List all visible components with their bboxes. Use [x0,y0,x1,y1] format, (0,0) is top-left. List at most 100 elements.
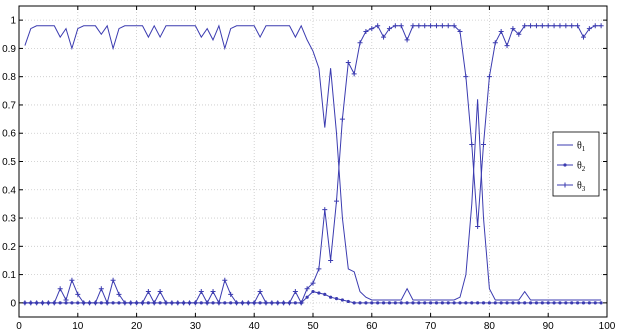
series-theta-2-point [317,291,321,295]
series-theta-2-point [487,301,491,305]
series-theta-3-point [345,60,351,66]
series-theta-3-point [422,23,428,29]
series-theta-2-point [70,301,74,305]
series-theta-2 [23,289,603,305]
series-theta-3-point [228,291,234,297]
series-theta-2-point [199,301,203,305]
series-theta-3-point [139,300,145,306]
series-theta-3-point [598,23,604,29]
series-theta-3-point [545,23,551,29]
series-theta-3-point [134,300,140,306]
series-theta-2-point [229,301,233,305]
series-theta-3 [22,23,604,306]
series-theta-3-point [239,300,245,306]
x-tick-label: 20 [131,321,143,332]
series-theta-3-point [22,300,28,306]
series-theta-3-point [563,23,569,29]
series-theta-2-point [458,301,462,305]
y-tick-label: 0 [10,298,16,309]
series-theta-3-point [316,266,322,272]
series-theta-3-point [363,28,369,34]
series-theta-3-point [216,300,222,306]
series-theta-3-point [69,277,75,283]
series-theta-2-point [528,301,533,305]
series-theta-2-point [64,301,68,305]
series-theta-2-point [334,297,339,301]
series-theta-2-point [429,301,433,305]
legend-label: θ3 [577,181,586,194]
series-theta-2-point [305,295,309,299]
series-theta-3-point [128,300,134,306]
series-theta-2-point [523,301,527,305]
series-theta-3-point [510,26,516,32]
series-theta-3-point [481,142,487,148]
series-theta-2-point [540,301,544,305]
legend-marker [563,163,567,167]
series-theta-3-point [557,23,563,29]
series-theta-3-point [298,300,304,306]
series-theta-3-point [281,300,287,306]
y-tick-label: 0.7 [2,100,16,111]
series-theta-3-point [569,23,575,29]
x-tick-label: 60 [366,321,378,332]
series-theta-3-point [45,300,51,306]
series-theta-2-point [564,301,568,305]
series-theta-3-point [398,23,404,29]
series-theta-2-point [76,301,80,305]
series-theta-3-point [392,23,398,29]
series-theta-3-point [416,23,422,29]
series-theta-2-point [399,301,403,305]
series-theta-2-point [470,301,474,305]
series-theta-3-point [116,291,122,297]
series-theta-3-point [245,300,251,306]
series-theta-3-point [310,280,316,286]
series-theta-3-point [63,297,69,303]
series-theta-3-point [328,257,334,263]
series-lines [22,23,604,306]
series-theta-3-point [410,23,416,29]
series-theta-3-point [304,286,310,292]
series-theta-3-point [275,300,281,306]
series-theta-2-point [558,301,562,305]
series-theta-3-point [439,23,445,29]
series-theta-3-point [375,23,381,29]
series-theta-2-point [481,301,486,305]
legend-item: θ3 [557,181,586,194]
x-tick-label: 30 [190,321,202,332]
series-theta-2-point [346,299,350,304]
series-theta-3-point [104,300,110,306]
y-tick-label: 1 [10,16,16,27]
series-theta-3-point [551,23,557,29]
x-tick-label: 0 [16,321,22,332]
series-theta-2-point [393,301,397,305]
series-theta-3-point [516,31,522,37]
series-theta-3-point [269,300,275,306]
series-theta-3-point [81,300,87,306]
x-tick-label: 40 [249,321,261,332]
series-theta-3-point [292,289,298,295]
grid [18,6,608,317]
series-theta-3-point [145,289,151,295]
series-theta-2-point [311,289,315,294]
series-theta-2-point [364,301,368,305]
series-theta-2-point [599,301,603,305]
series-theta-3-point [428,23,434,29]
series-theta-2-point [370,301,374,305]
legend: θ1 θ2 θ3 [552,131,600,197]
series-theta-3-point [469,142,475,148]
series-theta-2-point [258,301,262,305]
series-theta-3-point [457,28,463,34]
series-theta-3-point [198,289,204,295]
series-theta-3-point [110,277,116,283]
series-theta-3-point [369,26,375,32]
series-theta-2-point [323,292,327,296]
x-tick-label: 90 [543,321,555,332]
series-theta-2-point [452,301,456,305]
y-tick-label: 0.6 [2,129,16,140]
series-theta-3-point [122,300,128,306]
series-theta-3-point [57,286,63,292]
series-theta-3-point [498,28,504,34]
series-theta-3-point [187,300,193,306]
series-theta-3-point [157,289,163,295]
axis-ticks: 0 10 20 30 40 50 60 70 80 90 100 0 0.1 0.2 0.3 0.4 0.5 0.… [2,6,616,332]
